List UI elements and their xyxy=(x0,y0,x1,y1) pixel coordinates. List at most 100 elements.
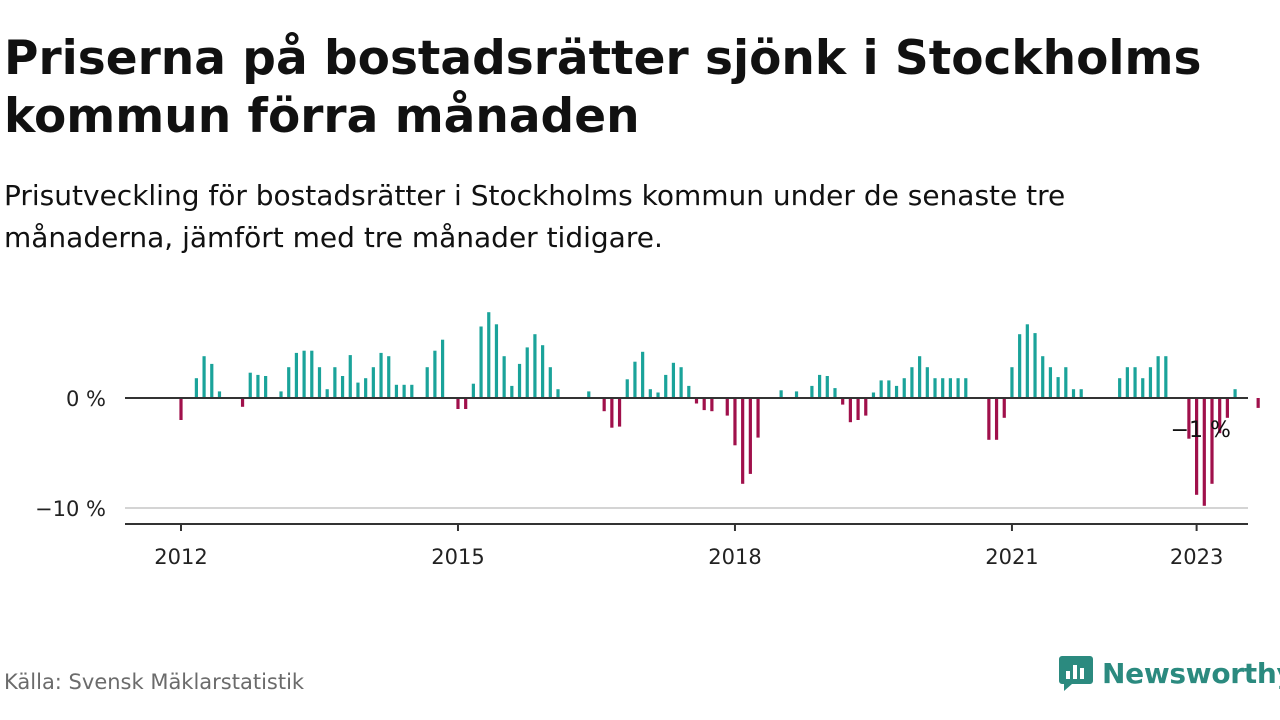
bar xyxy=(810,385,814,398)
bar xyxy=(1002,398,1006,418)
bar xyxy=(1225,398,1229,418)
bar xyxy=(656,392,660,398)
bar xyxy=(941,378,945,398)
bar xyxy=(379,352,383,398)
bar xyxy=(748,398,752,474)
bar xyxy=(687,385,691,398)
bar xyxy=(287,367,291,398)
x-axis xyxy=(125,397,1248,531)
bar xyxy=(533,334,537,398)
bar xyxy=(756,398,760,438)
bar xyxy=(1164,356,1168,398)
bar xyxy=(364,378,368,398)
bar xyxy=(825,376,829,398)
bar xyxy=(1125,367,1129,398)
bar xyxy=(440,339,445,398)
bar xyxy=(741,398,745,484)
bar xyxy=(617,398,622,427)
bar xyxy=(933,378,937,398)
bar xyxy=(471,383,475,398)
bar xyxy=(948,378,952,398)
bar xyxy=(610,398,614,428)
bar xyxy=(240,398,245,407)
bar xyxy=(1041,356,1045,398)
bar xyxy=(1018,334,1022,398)
newsworthy-logo: Newsworthy xyxy=(1058,654,1280,692)
bar xyxy=(548,367,552,398)
bar xyxy=(902,378,906,398)
x-tick-label: 2023 xyxy=(1170,545,1223,569)
bar xyxy=(779,390,783,398)
bar xyxy=(1033,333,1037,398)
bar xyxy=(202,356,206,398)
bar xyxy=(487,312,491,398)
bar xyxy=(1010,367,1014,398)
bar xyxy=(194,378,198,398)
bar xyxy=(510,385,514,398)
bar xyxy=(587,391,591,398)
bar xyxy=(494,324,499,398)
bar xyxy=(1256,398,1260,408)
chart-title: Priserna på bostadsrätter sjönk i Stockh… xyxy=(4,31,1202,144)
brand-name: Newsworthy xyxy=(1102,656,1280,690)
bar xyxy=(794,391,799,398)
bar xyxy=(1133,367,1137,398)
bar xyxy=(625,379,629,398)
bar xyxy=(1210,398,1214,484)
bar xyxy=(894,385,899,398)
bar xyxy=(348,355,352,398)
bar xyxy=(1025,324,1029,398)
bar xyxy=(887,380,891,398)
bar xyxy=(964,378,968,398)
bar xyxy=(1195,398,1199,495)
bar xyxy=(702,398,706,411)
bar xyxy=(279,391,283,398)
bar xyxy=(1187,398,1191,439)
newsworthy-chart-bubble-icon xyxy=(1059,656,1093,691)
bar-chart: 0 % −10 % 2012 2015 2018 2021 2023 −1 % xyxy=(35,312,1260,569)
bar xyxy=(1156,356,1160,398)
bar xyxy=(956,378,960,398)
bar xyxy=(333,367,337,398)
bar xyxy=(294,352,299,398)
bar xyxy=(871,392,876,398)
bar xyxy=(987,398,991,440)
bar xyxy=(317,367,322,398)
bar xyxy=(402,384,406,398)
bar xyxy=(664,374,668,398)
bar xyxy=(602,398,606,412)
bar xyxy=(1141,378,1145,398)
bar xyxy=(1118,378,1122,398)
bar xyxy=(541,345,545,398)
x-tick-label: 2015 xyxy=(431,545,484,569)
x-tick-label: 2012 xyxy=(154,545,207,569)
bar xyxy=(848,398,852,423)
bar xyxy=(1064,367,1068,398)
bar xyxy=(517,363,522,398)
x-tick-label: 2021 xyxy=(985,545,1038,569)
source-note: Källa: Svensk Mäklarstatistik xyxy=(4,670,305,694)
bar xyxy=(456,398,460,409)
bar xyxy=(387,356,391,398)
bar xyxy=(833,388,837,398)
bar xyxy=(1056,377,1060,398)
y-tick-label: 0 % xyxy=(66,387,106,411)
bar xyxy=(556,389,560,398)
bar xyxy=(925,367,929,398)
bar xyxy=(425,367,429,398)
bar xyxy=(818,374,822,398)
bar xyxy=(302,350,306,398)
bar xyxy=(310,350,314,398)
bar xyxy=(725,398,729,416)
bar xyxy=(1233,389,1237,398)
bar xyxy=(248,372,252,398)
bar xyxy=(356,382,360,398)
bar xyxy=(679,367,683,398)
bar xyxy=(1202,398,1206,506)
bar xyxy=(394,384,399,398)
bar xyxy=(1079,389,1083,398)
bar xyxy=(1048,367,1053,398)
bar xyxy=(479,326,483,398)
bar xyxy=(671,362,676,398)
y-tick-label: −10 % xyxy=(35,497,106,521)
